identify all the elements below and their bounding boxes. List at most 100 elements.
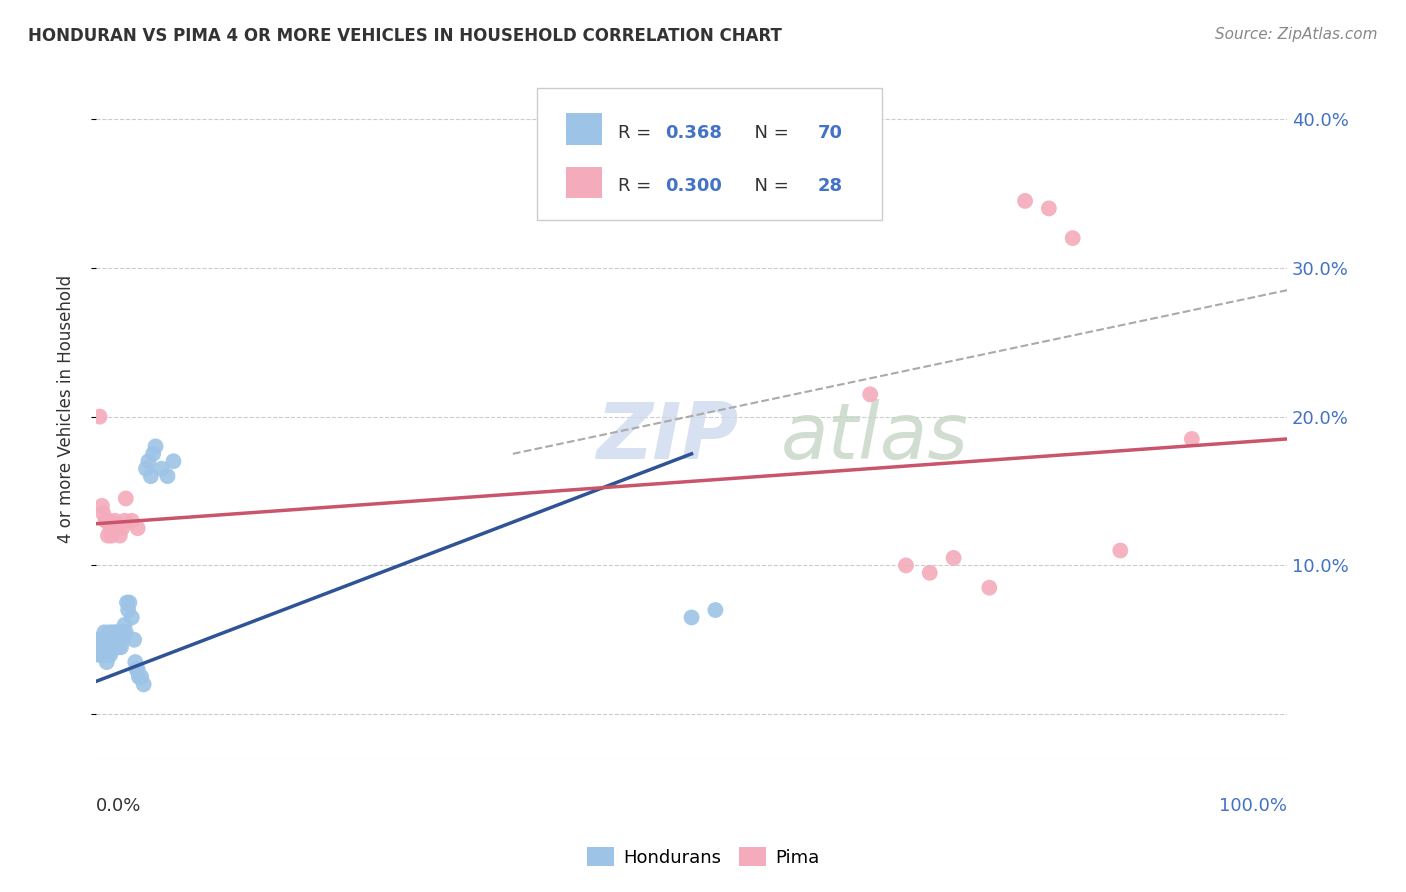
Point (98, 640, 121, 655)
Point (94, 648, 117, 662)
Point (89, 409, 111, 424)
Point (101, 625, 124, 640)
Point (108, 625, 131, 640)
Point (87, 632, 110, 647)
Point (107, 625, 129, 640)
Point (89, 632, 111, 647)
Point (1109, 543, 1132, 558)
Point (112, 625, 135, 640)
Y-axis label: 4 or more Vehicles in Household: 4 or more Vehicles in Household (58, 275, 75, 543)
FancyBboxPatch shape (567, 113, 602, 145)
Point (91, 648, 114, 662)
Point (94, 632, 117, 647)
Point (103, 640, 125, 655)
Text: 70: 70 (818, 124, 842, 142)
Text: atlas: atlas (780, 399, 969, 475)
Point (129, 670, 152, 684)
Point (125, 663, 148, 677)
Point (98, 521, 121, 535)
Point (111, 521, 134, 535)
Point (91, 640, 114, 655)
Point (918, 566, 941, 580)
Point (100, 640, 122, 655)
Point (97, 640, 120, 655)
Point (108, 632, 131, 647)
Point (96, 514, 118, 528)
Point (127, 521, 149, 535)
Point (859, 387, 882, 401)
Point (107, 640, 129, 655)
Point (90, 640, 112, 655)
Point (93, 625, 115, 640)
Point (681, 610, 703, 624)
Point (127, 663, 149, 677)
Point (100, 632, 122, 647)
Point (135, 461, 157, 475)
Point (124, 655, 146, 669)
Point (132, 677, 155, 691)
Point (115, 596, 138, 610)
Point (86, 648, 108, 662)
Point (121, 514, 143, 528)
Point (114, 618, 136, 632)
Point (117, 603, 139, 617)
Point (1062, 231, 1084, 245)
Text: HONDURAN VS PIMA 4 OR MORE VEHICLES IN HOUSEHOLD CORRELATION CHART: HONDURAN VS PIMA 4 OR MORE VEHICLES IN H… (28, 27, 782, 45)
Legend: Hondurans, Pima: Hondurans, Pima (579, 840, 827, 874)
Point (96, 632, 118, 647)
Point (128, 670, 150, 684)
Point (145, 439, 167, 453)
Point (894, 558, 917, 573)
Text: 28: 28 (818, 178, 844, 195)
Point (89, 640, 111, 655)
FancyBboxPatch shape (567, 167, 602, 198)
Point (107, 632, 129, 647)
Point (139, 469, 162, 483)
Point (114, 625, 136, 640)
Point (150, 461, 173, 475)
Point (94, 514, 117, 528)
Text: 0.0%: 0.0% (96, 797, 142, 815)
Point (105, 632, 128, 647)
Text: 100.0%: 100.0% (1219, 797, 1286, 815)
Point (98, 625, 121, 640)
Point (704, 603, 727, 617)
Point (96, 640, 118, 655)
Point (97, 648, 120, 662)
Point (96, 655, 118, 669)
Point (98, 640, 121, 655)
Point (93, 648, 115, 662)
Point (1038, 202, 1060, 216)
Point (107, 521, 129, 535)
Text: R =: R = (617, 178, 657, 195)
Point (942, 551, 965, 566)
FancyBboxPatch shape (537, 87, 882, 220)
Point (103, 632, 125, 647)
Point (107, 632, 129, 647)
Point (121, 610, 143, 624)
Point (111, 632, 134, 647)
Point (98, 632, 121, 647)
Point (142, 447, 165, 461)
Point (108, 528, 131, 542)
Text: 0.300: 0.300 (665, 178, 723, 195)
Point (100, 528, 122, 542)
Point (91, 640, 114, 655)
Text: 0.368: 0.368 (665, 124, 723, 142)
Point (103, 521, 125, 535)
Point (91, 632, 114, 647)
Point (138, 454, 160, 468)
Point (97, 632, 120, 647)
Point (114, 514, 136, 528)
Point (90, 648, 112, 662)
Text: N =: N = (742, 124, 794, 142)
Point (87, 640, 110, 655)
Point (162, 454, 184, 468)
Point (104, 625, 127, 640)
Point (91, 506, 114, 520)
Point (114, 491, 136, 506)
Point (110, 640, 132, 655)
Point (104, 632, 127, 647)
Point (156, 469, 179, 483)
Point (91, 499, 114, 513)
